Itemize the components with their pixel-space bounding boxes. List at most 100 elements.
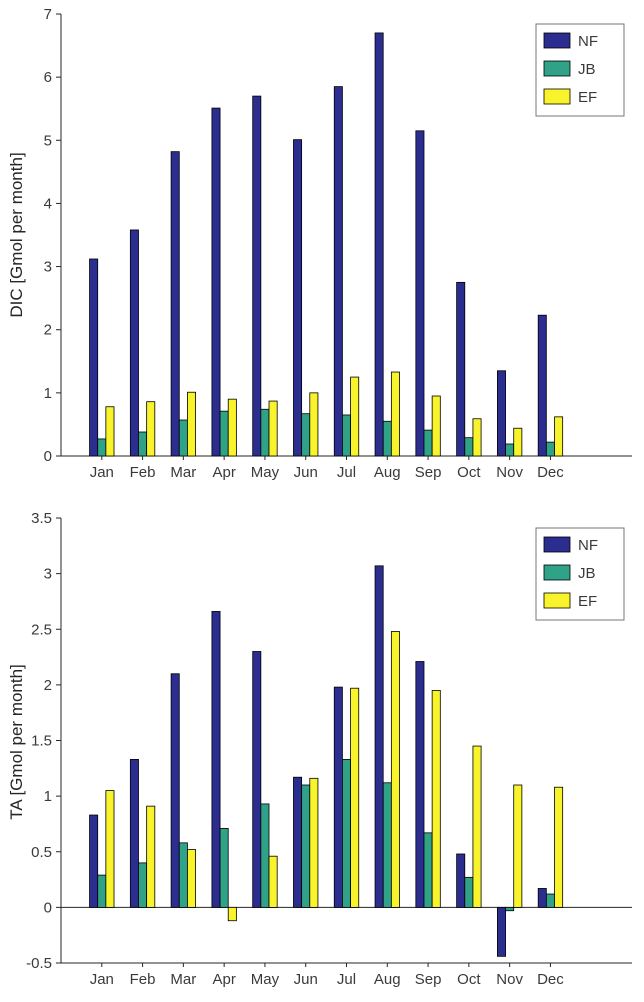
y-tick-label: 3.5 [31,510,52,527]
bar-nf-may [252,651,262,908]
bar-ef-sep [431,690,441,908]
x-tick-label: Apr [212,971,235,988]
legend-label-nf: NF [578,33,598,50]
y-tick-label: 2 [44,322,52,339]
bar-jb-aug [382,420,392,457]
x-tick-label: Jul [337,464,356,481]
bar-ef-jan [105,790,115,908]
dic-chart: 0 1 2 3 4 5 6 7 Jan Feb Mar Apr May Jun Jul Aug Sep Oct No… [0,0,644,500]
bar-jb-may [260,803,270,908]
bar-nf-oct [456,281,466,457]
y-tick-label: 1 [44,385,52,402]
bar-ef-dec [554,416,564,457]
bar-ef-apr [227,398,237,457]
bar-nf-jan [89,258,99,457]
y-tick-label: 2.5 [31,621,52,638]
legend-swatch-ef [543,88,571,105]
x-tick-label: Sep [415,464,442,481]
y-tick-label: 7 [44,6,52,23]
bar-jb-mar [178,419,188,457]
bar-jb-apr [219,827,229,908]
bar-ef-oct [472,745,482,908]
bar-ef-feb [146,401,156,457]
bar-ef-feb [146,805,156,908]
legend-label-jb: JB [578,565,596,582]
x-tick-label: Jun [294,464,318,481]
y-tick-label: -0.5 [26,955,52,972]
legend-label-nf: NF [578,537,598,554]
bar-jb-jan [97,438,107,457]
y-tick-label: 4 [44,195,52,212]
bar-jb-jul [342,759,351,908]
bar-jb-jun [301,413,311,457]
bar-jb-nov [505,443,515,457]
legend-swatch-nf [543,536,571,553]
y-tick-label: 1 [44,788,52,805]
bar-nf-aug [374,565,384,908]
bar-nf-apr [211,611,221,908]
x-tick-label: Jul [337,971,356,988]
bar-ef-mar [187,849,197,908]
bar-nf-oct [456,853,466,908]
x-tick-label: Jun [294,971,318,988]
x-tick-label: Sep [415,971,442,988]
bar-nf-aug [374,32,384,457]
x-tick-label: Mar [170,464,196,481]
x-tick-label: Dec [537,464,564,481]
bar-nf-dec [537,314,547,457]
ta-chart: -0.5 0 0.5 1 1.5 2 2.5 3 3.5 Jan Feb Mar Apr May Jun Ju… [0,500,644,1002]
ta-y-axis-label: TA [Gmol per month] [7,664,26,820]
bar-ef-may [268,400,278,457]
bar-nf-nov [497,906,506,957]
bar-ef-nov [513,784,523,908]
x-tick-label: Jan [90,971,114,988]
legend-label-ef: EF [578,593,597,610]
bar-ef-dec [554,786,564,908]
legend-swatch-jb [543,60,571,77]
dic-chart-canvas: 0 1 2 3 4 5 6 7 Jan Feb Mar Apr May Jun Jul Aug Sep Oct No… [44,6,632,481]
x-tick-label: Apr [212,464,235,481]
bar-nf-mar [170,151,180,457]
bar-nf-jul [333,86,343,457]
bar-ef-jun [309,777,319,908]
x-tick-label: Feb [130,971,156,988]
legend-swatch-ef [543,592,571,609]
bar-nf-jun [293,139,303,457]
bar-nf-jun [293,776,303,908]
bar-ef-aug [390,631,400,908]
bar-nf-sep [415,661,425,908]
bar-jb-sep [423,832,433,908]
legend-label-ef: EF [578,89,597,106]
bar-nf-dec [537,888,547,908]
bar-nf-sep [415,130,425,457]
legend-swatch-nf [543,32,571,49]
bar-jb-dec [545,893,555,908]
y-tick-label: 6 [44,69,52,86]
bar-ef-jul [350,376,360,457]
bar-ef-mar [187,391,197,457]
y-tick-label: 0.5 [31,844,52,861]
bar-nf-feb [129,229,139,457]
bar-jb-oct [464,876,474,908]
y-tick-label: 1.5 [31,733,52,750]
bar-nf-nov [497,370,506,457]
bar-ef-aug [390,371,400,457]
x-tick-label: May [251,464,280,481]
legend-swatch-jb [543,564,571,581]
bar-ef-nov [513,427,523,457]
x-tick-label: Feb [130,464,156,481]
ta-chart-canvas: -0.5 0 0.5 1 1.5 2 2.5 3 3.5 Jan Feb Mar Apr May Jun Ju… [26,510,632,988]
bar-nf-jan [89,814,99,908]
y-tick-label: 2 [44,677,52,694]
bar-nf-feb [129,759,139,908]
x-tick-label: Dec [537,971,564,988]
bar-ef-jan [105,406,115,457]
bar-ef-jul [350,687,360,908]
bar-jb-feb [138,862,148,908]
y-tick-label: 3 [44,566,52,583]
bar-jb-may [260,408,270,457]
legend-label-jb: JB [578,61,596,78]
bar-ef-oct [472,418,482,457]
bar-jb-jul [342,414,351,457]
y-tick-label: 0 [44,899,52,916]
